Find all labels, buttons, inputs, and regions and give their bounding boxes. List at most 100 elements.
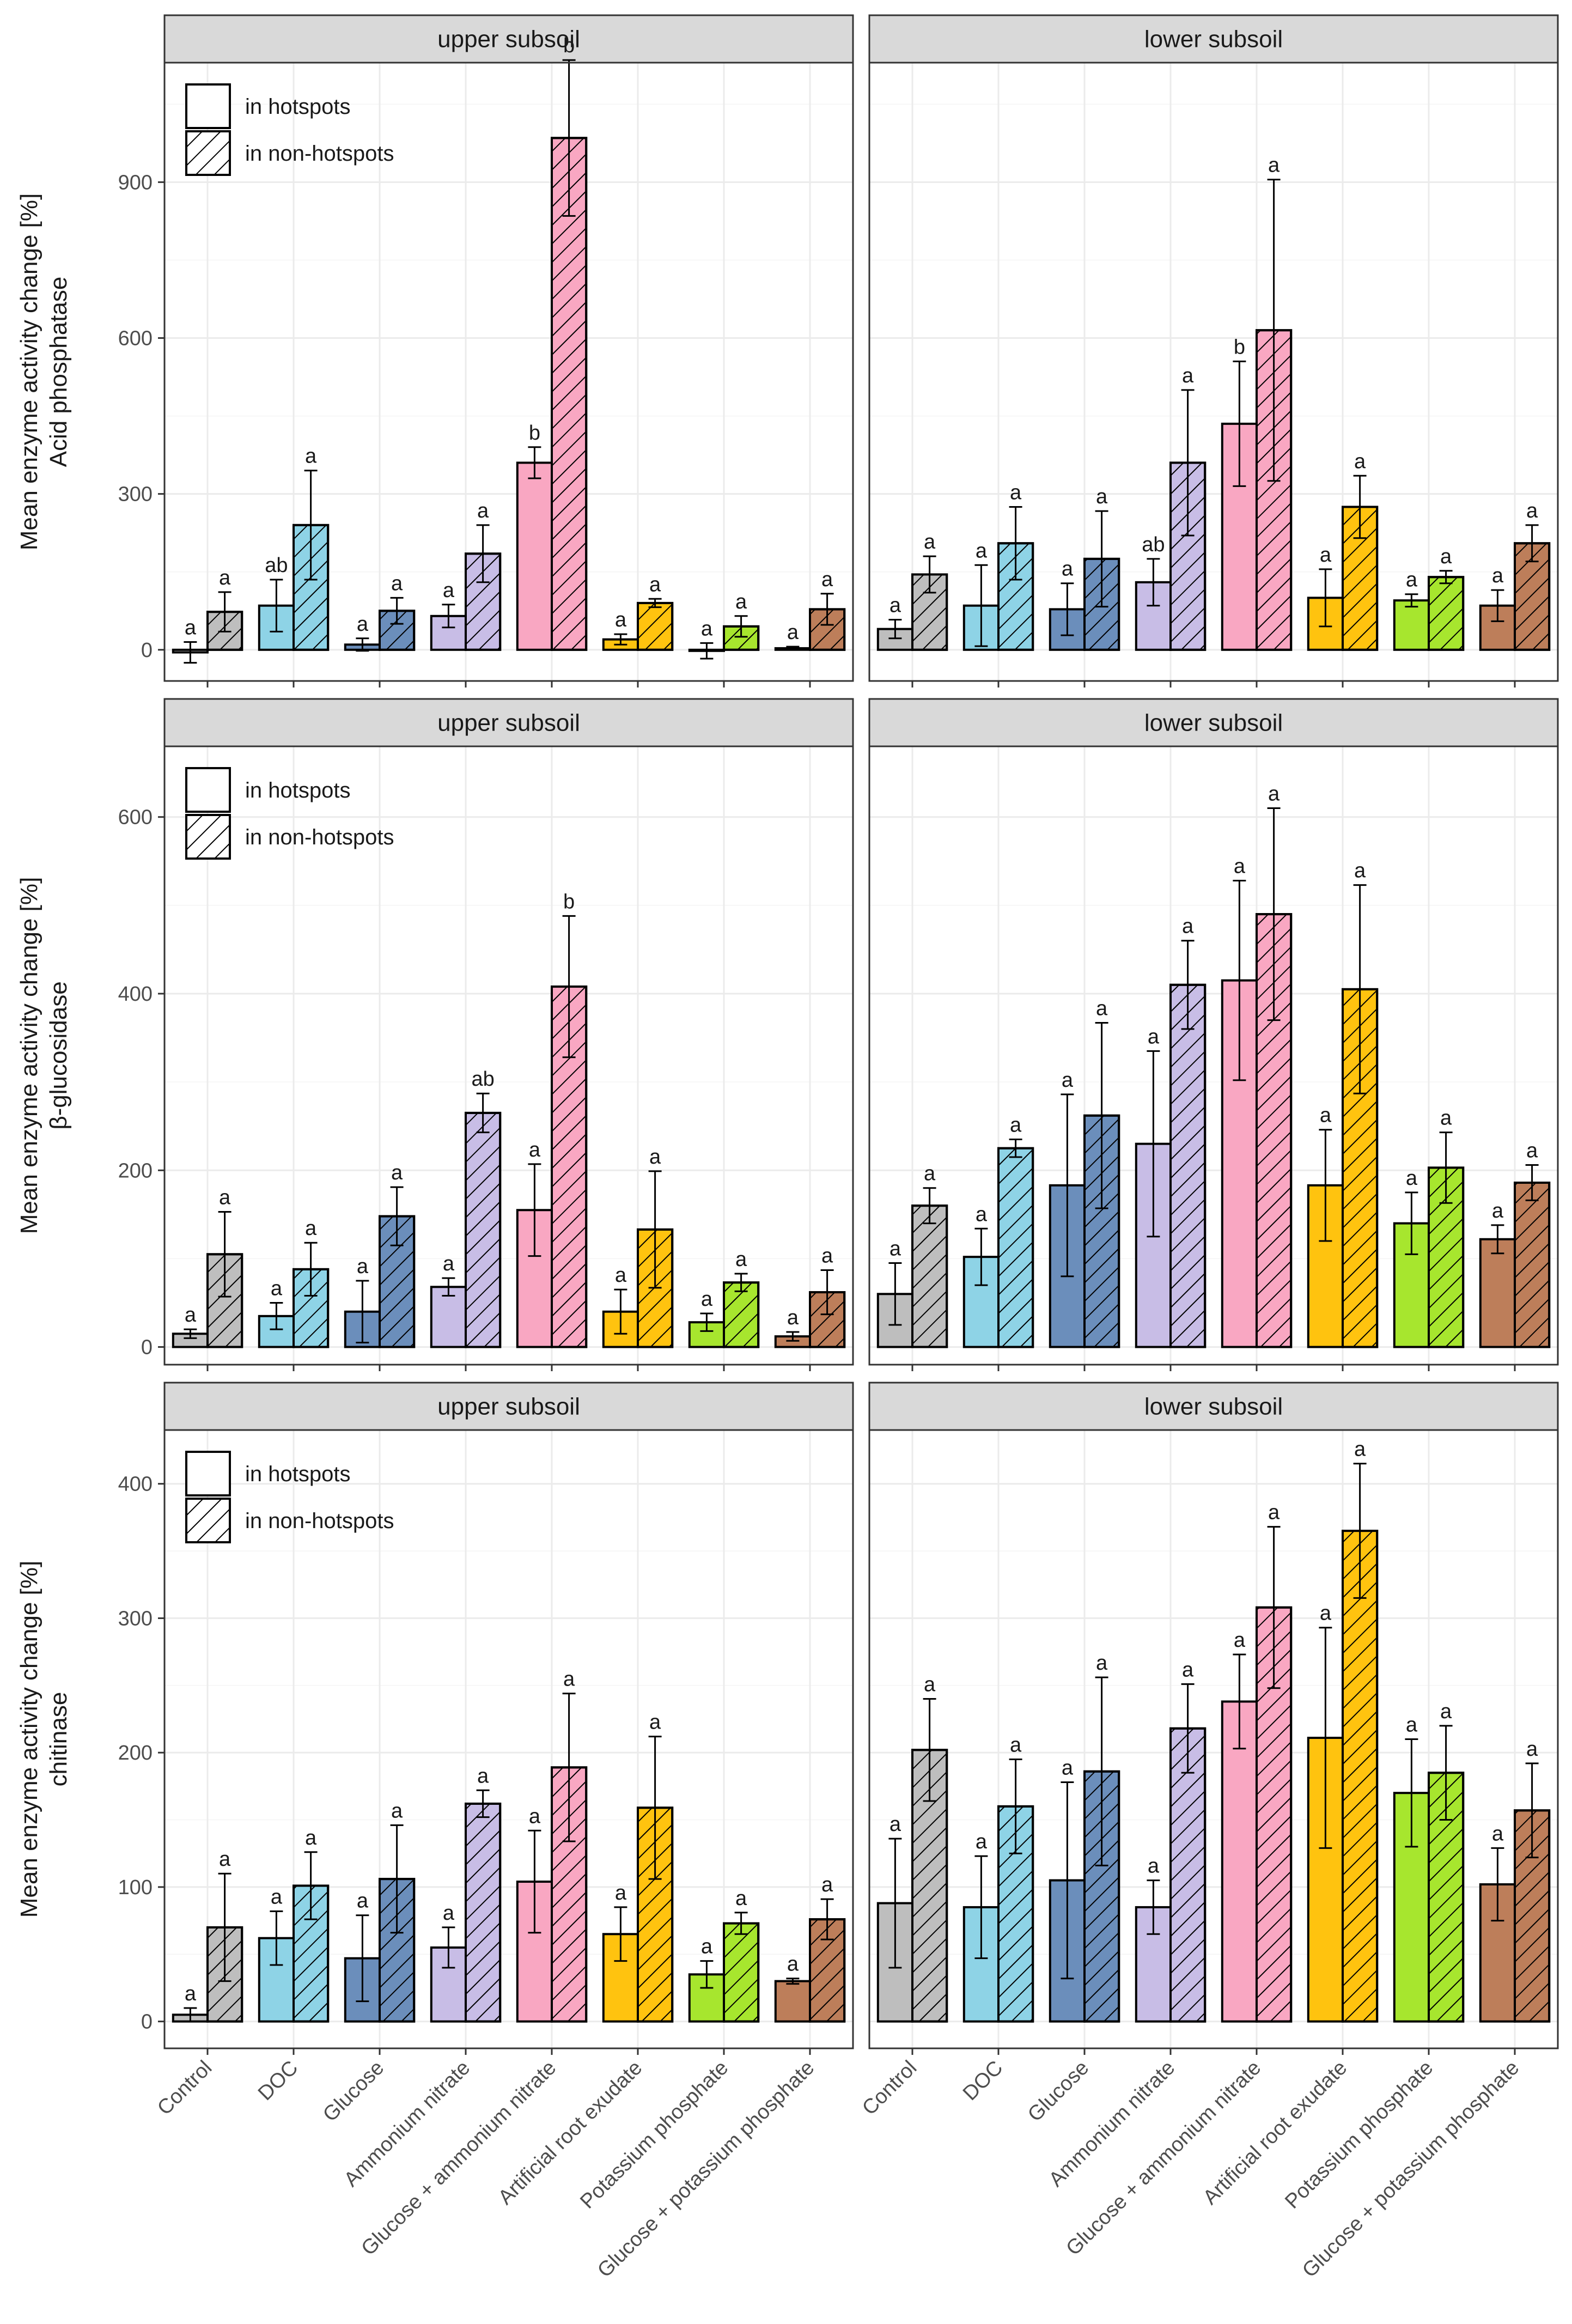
significance-label: a bbox=[477, 1765, 489, 1787]
significance-label: a bbox=[615, 1264, 627, 1287]
bar-hotspot-4 bbox=[1135, 1142, 1172, 1348]
panel-2-1: upper subsoilaaaaaaaababaaaaaa0200400600… bbox=[118, 698, 854, 1371]
significance-label: a bbox=[924, 531, 936, 553]
panel-background bbox=[164, 746, 853, 1365]
significance-label: a bbox=[477, 500, 489, 522]
significance-label: a bbox=[1234, 1629, 1246, 1652]
significance-label: a bbox=[1096, 997, 1108, 1020]
significance-label: a bbox=[1096, 1652, 1108, 1675]
significance-label: a bbox=[1182, 364, 1194, 387]
significance-label: a bbox=[305, 1827, 317, 1850]
panel-background bbox=[164, 63, 853, 681]
bar-hatching-4 bbox=[465, 1111, 502, 1348]
bar-hatching-6 bbox=[637, 601, 674, 651]
significance-label: a bbox=[529, 1139, 541, 1161]
bar-hatching-7 bbox=[723, 1922, 760, 2023]
significance-label: a bbox=[1320, 1602, 1332, 1625]
y-axis-enzyme-name: β-glucosidase bbox=[45, 981, 72, 1129]
significance-label: a bbox=[1096, 485, 1108, 508]
significance-label: a bbox=[889, 594, 901, 617]
y-axis-enzyme-name: chitinase bbox=[45, 1692, 72, 1787]
significance-label: a bbox=[1062, 558, 1074, 581]
significance-label: a bbox=[1492, 564, 1504, 587]
significance-label: a bbox=[1148, 1025, 1160, 1048]
legend-label-hotspots: in hotspots bbox=[245, 95, 350, 119]
significance-label: ab bbox=[471, 1068, 494, 1091]
significance-label: a bbox=[735, 1248, 747, 1271]
y-tick-label: 400 bbox=[118, 983, 153, 1006]
significance-label: a bbox=[1440, 1700, 1452, 1723]
legend-label-hotspots: in hotspots bbox=[245, 778, 350, 802]
bar-hatching-4 bbox=[1169, 1727, 1207, 2023]
significance-label: a bbox=[305, 445, 317, 468]
significance-label: a bbox=[1440, 1107, 1452, 1130]
bar-hatching-5 bbox=[551, 137, 588, 651]
significance-label: a bbox=[821, 1873, 833, 1896]
significance-label: a bbox=[271, 1277, 283, 1300]
y-tick-label: 0 bbox=[141, 2011, 153, 2034]
panel-border bbox=[868, 1429, 1559, 2049]
significance-label: a bbox=[1148, 1855, 1160, 1878]
significance-label: a bbox=[1526, 500, 1538, 522]
significance-label: a bbox=[735, 591, 747, 613]
significance-label: a bbox=[1526, 1140, 1538, 1163]
significance-label: a bbox=[185, 1304, 197, 1327]
facet-strip bbox=[163, 698, 854, 747]
bar-hatching-6 bbox=[1342, 1530, 1379, 2023]
significance-label: a bbox=[615, 1882, 627, 1905]
y-axis-title: Mean enzyme activity change [%] bbox=[16, 1561, 42, 1918]
y-tick-label: 200 bbox=[118, 1742, 153, 1765]
legend: in hotspots in non-hotspots bbox=[185, 83, 394, 176]
significance-label: a bbox=[1268, 1501, 1280, 1524]
significance-label: a bbox=[787, 621, 799, 644]
y-axis-title: Mean enzyme activity change [%] bbox=[16, 193, 42, 550]
facet-strip-label: lower subsoil bbox=[1144, 710, 1283, 737]
bar-hatching-7 bbox=[1428, 576, 1465, 651]
x-tick-label: Potassium phosphate bbox=[576, 2057, 733, 2213]
significance-label: a bbox=[1062, 1069, 1074, 1092]
significance-label: b bbox=[529, 422, 540, 445]
significance-label: a bbox=[219, 1186, 231, 1209]
panel-border bbox=[163, 1429, 854, 2049]
facet-strip bbox=[163, 1382, 854, 1431]
y-axis-label-3: Mean enzyme activity change [%] chitinase bbox=[16, 1561, 72, 1918]
significance-label: a bbox=[649, 573, 661, 596]
significance-label: a bbox=[1492, 1822, 1504, 1845]
panel-2-2: lower subsoil a a a a a a a a a a a a a a a a bbox=[868, 698, 1559, 1371]
y-axis-title: Mean enzyme activity change [%] bbox=[16, 877, 42, 1234]
significance-label: a bbox=[185, 616, 197, 639]
x-tick-label: Glucose bbox=[1023, 2057, 1093, 2126]
x-tick-label: Control bbox=[858, 2057, 921, 2120]
significance-label: a bbox=[357, 613, 369, 636]
legend-label-nonhotspots: in non-hotspots bbox=[245, 825, 394, 849]
significance-label: a bbox=[1062, 1756, 1074, 1779]
significance-label: a bbox=[821, 1245, 833, 1268]
bar-hotspot-7 bbox=[1393, 599, 1430, 651]
panel-3-1: upper subsoil a a a a a a a a a a a a a a a a 0 100 200 300 4… bbox=[118, 1382, 854, 2055]
significance-label: a bbox=[701, 1936, 713, 1958]
significance-label: a bbox=[976, 1203, 988, 1226]
y-tick-label: 600 bbox=[118, 806, 153, 829]
facet-strip-label: upper subsoil bbox=[437, 710, 580, 737]
significance-label: a bbox=[1010, 481, 1022, 504]
bar-hotspot-8 bbox=[774, 1980, 812, 2023]
significance-label: a bbox=[357, 1890, 369, 1913]
x-tick-label: Artificial root exudate bbox=[1199, 2057, 1352, 2210]
significance-label: ab bbox=[265, 554, 288, 577]
facet-strip-label: upper subsoil bbox=[437, 26, 580, 53]
significance-label: a bbox=[924, 1163, 936, 1185]
significance-label: a bbox=[889, 1238, 901, 1261]
significance-label: a bbox=[1234, 855, 1246, 878]
bar-hatching-4 bbox=[465, 1802, 502, 2023]
legend-label-nonhotspots: in non-hotspots bbox=[245, 1509, 394, 1533]
bar-hotspot-5 bbox=[516, 461, 553, 651]
legend-key-hatching bbox=[185, 130, 231, 176]
significance-label: ab bbox=[1142, 533, 1165, 556]
y-tick-label: 0 bbox=[141, 639, 153, 662]
y-tick-label: 300 bbox=[118, 1607, 153, 1630]
panel-border bbox=[163, 745, 854, 1366]
bar-hotspot-4 bbox=[430, 1286, 467, 1348]
panel-border bbox=[868, 745, 1559, 1366]
significance-label: a bbox=[1406, 569, 1418, 592]
